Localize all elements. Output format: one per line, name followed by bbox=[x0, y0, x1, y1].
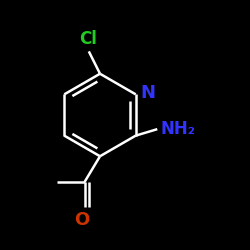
Text: Cl: Cl bbox=[79, 30, 96, 48]
Text: NH₂: NH₂ bbox=[160, 120, 195, 138]
Text: N: N bbox=[140, 84, 155, 102]
Text: O: O bbox=[74, 212, 90, 230]
